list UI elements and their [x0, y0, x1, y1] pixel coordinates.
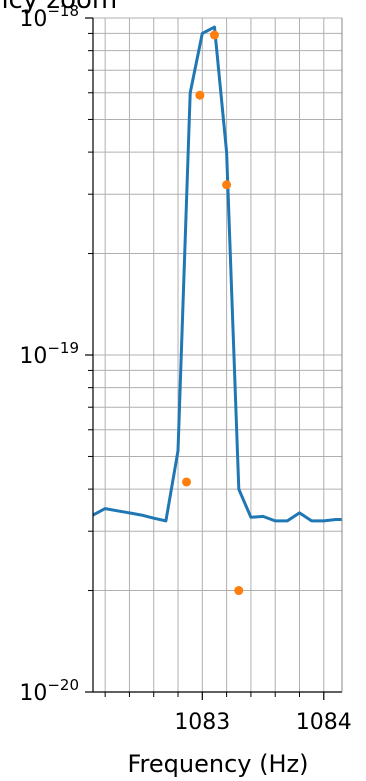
y-tick-label: 10−19: [19, 339, 79, 369]
chart-title: ncy zoom: [0, 0, 117, 15]
x-tick-label: 1083: [174, 710, 230, 735]
series-line: [92, 25, 342, 523]
data-point: [222, 180, 232, 190]
y-tick-label: 10−20: [19, 676, 79, 706]
data-point: [209, 30, 219, 40]
data-point: [195, 90, 205, 100]
x-axis-label: Frequency (Hz): [128, 750, 309, 778]
data-point: [182, 477, 192, 487]
x-tick-label: 1084: [296, 710, 352, 735]
series-layer: [92, 25, 342, 596]
y-tick-label: 10−18: [19, 2, 79, 32]
grid-layer: [93, 17, 342, 693]
axes-layer: 10−18 10−19 10−20 1083 1084: [19, 2, 351, 735]
data-point: [234, 586, 244, 596]
